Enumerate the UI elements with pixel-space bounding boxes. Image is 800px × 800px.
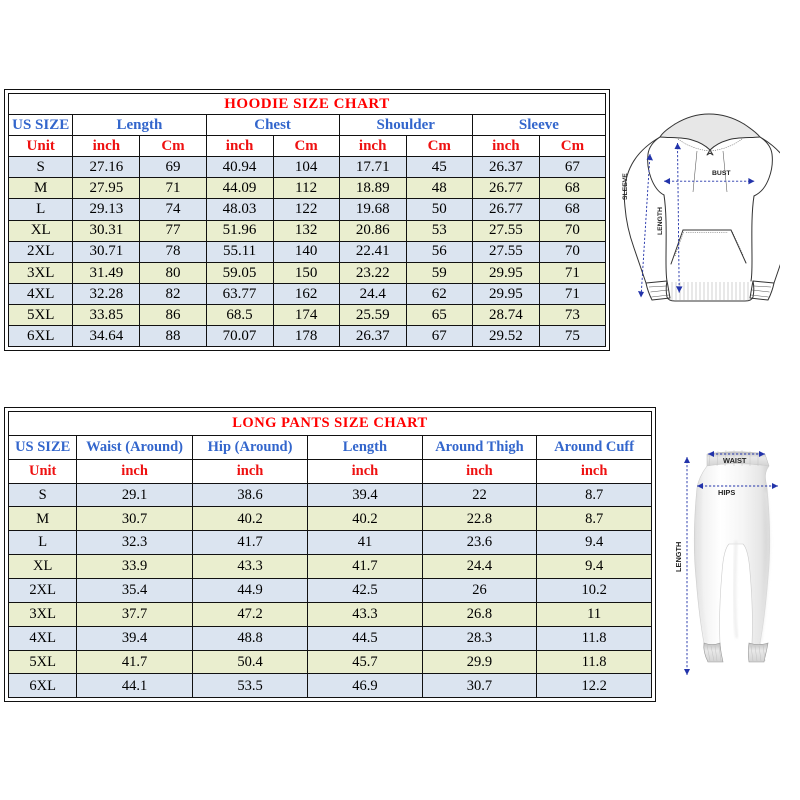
svg-text:HIPS: HIPS: [718, 488, 735, 497]
svg-text:LENGTH: LENGTH: [674, 542, 683, 572]
svg-text:SLEEVE: SLEEVE: [622, 173, 629, 200]
svg-text:BUST: BUST: [712, 170, 731, 177]
svg-text:LENGTH: LENGTH: [657, 207, 664, 235]
svg-text:WAIST: WAIST: [723, 456, 747, 465]
